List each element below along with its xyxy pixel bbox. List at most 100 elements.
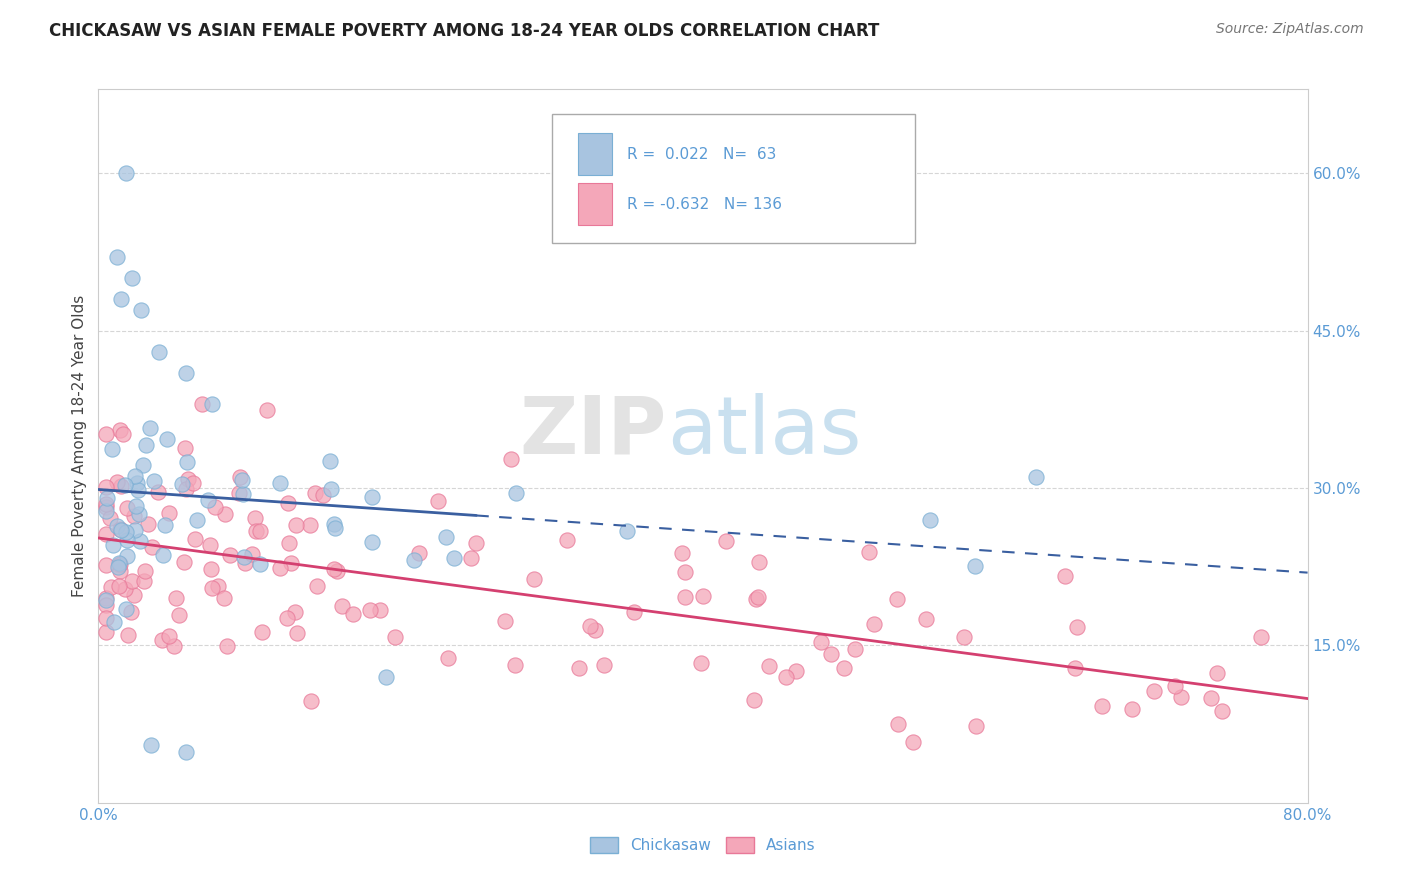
Point [249,524,271,539]
Point [1164,679,1187,693]
Point [886,592,908,607]
Point [114,478,136,492]
Point [276,611,298,625]
Point [918,513,941,527]
Point [229,470,252,484]
Point [212,591,235,606]
Point [758,658,780,673]
Point [249,558,271,572]
Point [148,344,170,359]
FancyBboxPatch shape [578,134,613,175]
Point [280,557,302,571]
Point [155,517,177,532]
Point [775,670,797,684]
Point [555,533,578,548]
Point [204,500,226,514]
Point [108,558,131,573]
Text: R =  0.022   N=  63: R = 0.022 N= 63 [627,146,776,161]
Point [105,475,128,489]
Point [915,612,938,626]
Point [124,468,146,483]
Text: R = -0.632   N= 136: R = -0.632 N= 136 [627,196,782,211]
Point [437,651,460,665]
Point [623,605,645,619]
Point [322,562,344,576]
FancyBboxPatch shape [578,184,613,225]
Point [1054,569,1077,583]
Point [298,518,321,533]
Point [197,493,219,508]
Point [98,510,121,524]
Point [127,483,149,497]
Point [152,549,174,563]
Point [135,437,157,451]
Point [1064,661,1087,675]
Point [114,582,136,596]
Point [121,574,143,588]
Point [952,631,974,645]
Point [141,540,163,554]
Point [134,564,156,578]
Point [1250,630,1272,644]
Point [117,501,139,516]
Point [141,738,163,752]
Point [1211,704,1233,718]
Legend: Chickasaw, Asians: Chickasaw, Asians [585,831,821,859]
Point [232,487,254,501]
Point [965,719,987,733]
Point [94,593,117,607]
Point [503,658,526,673]
Point [748,556,770,570]
Point [122,509,145,524]
Point [368,603,391,617]
Point [1121,702,1143,716]
Point [284,605,307,619]
Point [96,599,118,613]
Point [114,166,136,180]
Point [785,664,807,678]
Point [94,526,117,541]
Point [240,547,263,561]
Point [94,625,117,640]
Point [162,639,184,653]
Point [304,485,326,500]
Point [402,553,425,567]
Point [94,504,117,518]
Point [671,546,693,560]
Point [129,534,152,549]
Point [692,590,714,604]
Point [330,599,353,614]
Point [747,590,769,604]
Point [250,624,273,639]
Point [434,530,457,544]
Point [887,717,910,731]
Point [200,562,222,576]
Point [278,536,301,550]
Point [408,546,430,560]
Point [901,735,924,749]
Point [101,442,124,456]
Point [228,485,250,500]
Point [124,500,146,514]
Point [235,556,257,570]
Point [184,532,207,546]
Point [319,453,342,467]
Point [360,491,382,505]
Point [714,533,737,548]
Point [115,533,138,547]
Point [167,607,190,622]
Point [115,524,138,539]
Point [101,538,124,552]
Point [326,564,349,578]
Point [94,558,117,572]
Point [94,591,117,605]
Point [1024,470,1046,484]
Point [305,579,328,593]
Point [181,476,204,491]
Point [232,550,254,565]
Point [110,524,132,538]
Point [94,497,117,511]
Point [111,427,134,442]
Point [108,522,131,536]
Point [94,611,117,625]
